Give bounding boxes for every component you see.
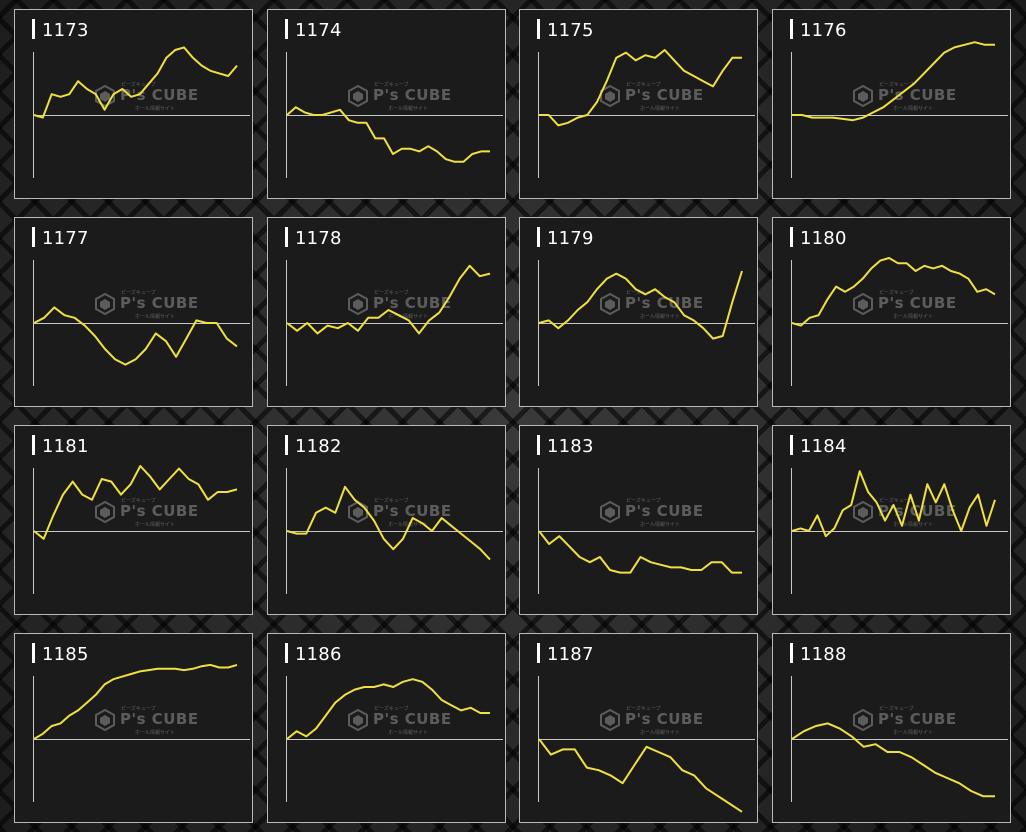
title-marker [285, 227, 288, 247]
line-chart [791, 676, 1008, 802]
chart-panel[interactable]: 1174 ピーズキューブ P's CUBE ホール情報サイト [267, 9, 506, 199]
title-marker [537, 227, 540, 247]
line-chart [791, 41, 1008, 178]
chart-panel[interactable]: 1175 ピーズキューブ P's CUBE ホール情報サイト [519, 9, 758, 199]
chart-title: 1173 [42, 20, 89, 41]
chart-title: 1185 [42, 644, 89, 665]
line-chart [791, 257, 1008, 386]
title-marker [32, 643, 35, 663]
chart-panel[interactable]: 1182 ピーズキューブ P's CUBE ホール情報サイト [267, 425, 506, 615]
chart-panel[interactable]: 1185 ピーズキューブ P's CUBE ホール情報サイト [14, 633, 253, 823]
title-marker [32, 227, 35, 247]
chart-title: 1181 [42, 436, 89, 457]
chart-panel[interactable]: 1179 ピーズキューブ P's CUBE ホール情報サイト [519, 217, 758, 407]
line-chart [33, 260, 250, 386]
line-chart [33, 46, 250, 178]
chart-title: 1176 [800, 20, 847, 41]
chart-title: 1187 [547, 644, 594, 665]
chart-panel[interactable]: 1178 ピーズキューブ P's CUBE ホール情報サイト [267, 217, 506, 407]
chart-panel[interactable]: 1173 ピーズキューブ P's CUBE ホール情報サイト [14, 9, 253, 199]
series-line [538, 530, 742, 574]
series-line [286, 106, 490, 163]
series-line [792, 41, 995, 122]
series-line [286, 264, 491, 335]
line-chart [286, 52, 503, 178]
series-line [286, 678, 490, 740]
chart-panel[interactable]: 1184 ピーズキューブ P's CUBE ホール情報サイト [772, 425, 1011, 615]
line-chart [33, 465, 250, 594]
chart-title: 1174 [295, 20, 342, 41]
chart-panel[interactable]: 1177 ピーズキューブ P's CUBE ホール情報サイト [14, 217, 253, 407]
line-chart [286, 468, 503, 594]
chart-title: 1178 [295, 228, 342, 249]
series-line [791, 257, 996, 327]
title-marker [790, 435, 793, 455]
series-line [791, 470, 996, 538]
series-line [538, 738, 743, 813]
chart-panel[interactable]: 1186 ピーズキューブ P's CUBE ホール情報サイト [267, 633, 506, 823]
title-marker [537, 643, 540, 663]
title-marker [537, 435, 540, 455]
chart-title: 1175 [547, 20, 594, 41]
title-marker [790, 19, 793, 39]
title-marker [285, 643, 288, 663]
chart-panel[interactable]: 1188 ピーズキューブ P's CUBE ホール情報サイト [772, 633, 1011, 823]
chart-title: 1188 [800, 644, 847, 665]
line-chart [286, 676, 503, 802]
series-line [33, 465, 238, 540]
chart-panel[interactable]: 1176 ピーズキューブ P's CUBE ホール情報サイト [772, 9, 1011, 199]
line-chart [538, 468, 755, 594]
chart-title: 1177 [42, 228, 89, 249]
chart-title: 1182 [295, 436, 342, 457]
title-marker [32, 435, 35, 455]
series-line [33, 663, 238, 740]
line-chart [286, 260, 503, 386]
chart-title: 1179 [547, 228, 594, 249]
series-line [539, 49, 742, 127]
line-chart [538, 49, 755, 178]
chart-title: 1184 [800, 436, 847, 457]
chart-panel[interactable]: 1187 ピーズキューブ P's CUBE ホール情報サイト [519, 633, 758, 823]
title-marker [285, 19, 288, 39]
chart-title: 1180 [800, 228, 847, 249]
title-marker [32, 19, 35, 39]
line-chart [33, 663, 250, 802]
title-marker [790, 227, 793, 247]
chart-panel[interactable]: 1183 ピーズキューブ P's CUBE ホール情報サイト [519, 425, 758, 615]
line-chart [791, 468, 1008, 594]
line-chart [538, 260, 755, 386]
line-chart [538, 676, 755, 813]
series-line [538, 270, 743, 340]
series-line [33, 306, 238, 366]
series-line [33, 46, 238, 119]
series-line [286, 485, 491, 561]
title-marker [790, 643, 793, 663]
chart-title: 1186 [295, 644, 342, 665]
chart-panel[interactable]: 1181 ピーズキューブ P's CUBE ホール情報サイト [14, 425, 253, 615]
title-marker [285, 435, 288, 455]
chart-title: 1183 [547, 436, 594, 457]
title-marker [537, 19, 540, 39]
chart-panel[interactable]: 1180 ピーズキューブ P's CUBE ホール情報サイト [772, 217, 1011, 407]
series-line [791, 722, 995, 798]
